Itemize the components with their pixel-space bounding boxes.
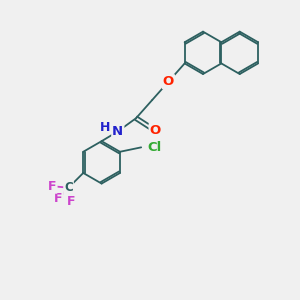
- Text: C: C: [64, 181, 73, 194]
- Text: Cl: Cl: [148, 141, 162, 154]
- Text: O: O: [150, 124, 161, 137]
- Text: H: H: [100, 122, 111, 134]
- Text: O: O: [163, 75, 174, 88]
- Text: F: F: [67, 195, 75, 208]
- Text: F: F: [54, 192, 62, 206]
- Text: F: F: [48, 180, 57, 193]
- Text: N: N: [112, 125, 123, 138]
